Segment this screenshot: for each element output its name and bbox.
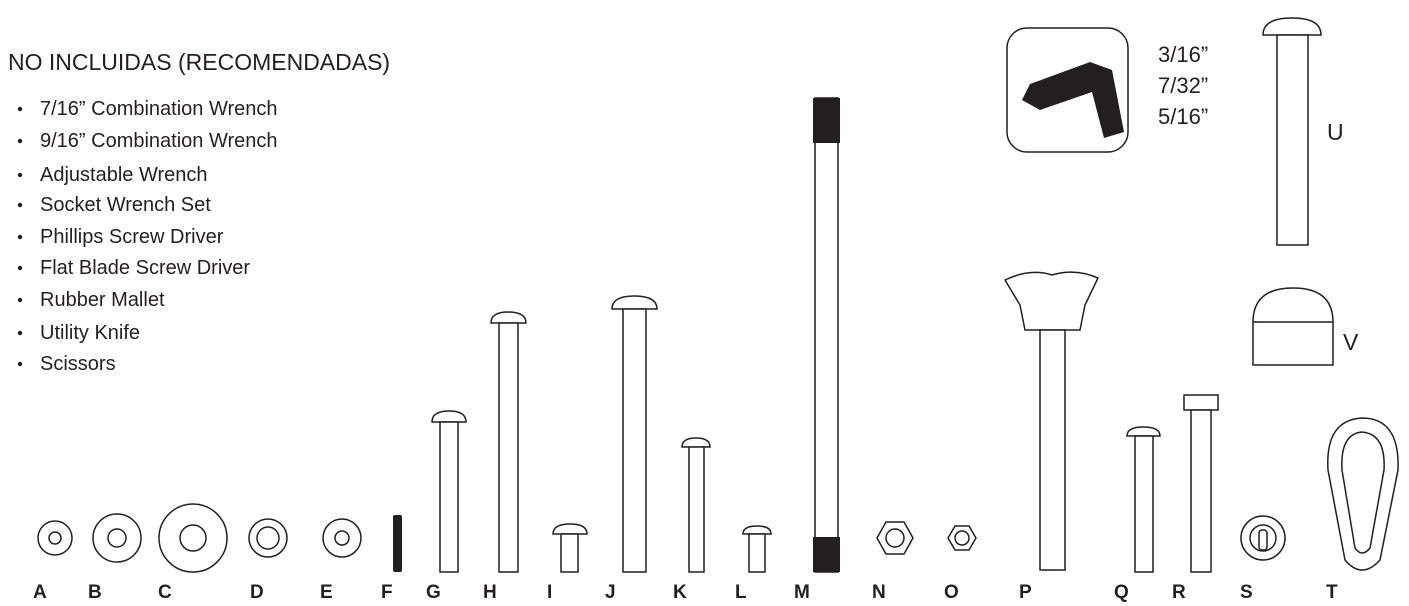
- part-label: O: [944, 582, 959, 603]
- part-label: L: [735, 582, 747, 603]
- tool-item: 7/16” Combination Wrench: [40, 98, 278, 120]
- part-label: M: [794, 582, 810, 603]
- part-label: R: [1172, 582, 1186, 603]
- tool-item: Utility Knife: [40, 322, 140, 344]
- bullet: [17, 265, 23, 271]
- part-label: A: [33, 582, 47, 603]
- hex-key-size: 3/16”: [1158, 42, 1208, 67]
- bolt-shank: [622, 308, 647, 573]
- hex-key-size: 7/32”: [1158, 73, 1208, 98]
- part-label: G: [426, 582, 441, 603]
- part-label: J: [605, 582, 616, 603]
- hex-key-icon: [1006, 27, 1129, 153]
- thread: [813, 537, 840, 572]
- part-label: T: [1326, 582, 1338, 603]
- washer-hole: [256, 526, 280, 550]
- screw: [393, 515, 402, 572]
- bolt-head: [1126, 426, 1161, 437]
- cap: [1003, 271, 1100, 331]
- tool-item: Phillips Screw Driver: [40, 226, 224, 248]
- bolt-head: [490, 311, 527, 324]
- part-label: D: [250, 582, 264, 603]
- tool-item: Socket Wrench Set: [40, 194, 211, 216]
- part-label: N: [872, 582, 886, 603]
- tool-item: Flat Blade Screw Driver: [40, 257, 250, 279]
- nut-hole: [954, 530, 970, 546]
- bolt-shank: [1276, 34, 1309, 246]
- bolt-shank: [1190, 409, 1212, 573]
- bolt-shank: [498, 322, 519, 573]
- bullet: [17, 106, 23, 112]
- bolt-head: [742, 525, 772, 535]
- part-label: F: [381, 582, 393, 603]
- bolt-shank: [1134, 435, 1154, 573]
- bolt-shank: [688, 446, 705, 573]
- lock-key: [1258, 529, 1268, 551]
- bullet: [17, 202, 23, 208]
- bolt-shank: [748, 533, 766, 573]
- bullet: [17, 330, 23, 336]
- part-label: U: [1327, 119, 1344, 145]
- bullet: [17, 138, 23, 144]
- hex-key-size: 5/16”: [1158, 104, 1208, 129]
- part-label: K: [673, 582, 687, 603]
- washer-hole: [107, 528, 127, 548]
- part-label: C: [158, 582, 172, 603]
- part-label: V: [1343, 329, 1359, 355]
- bolt-head: [611, 295, 658, 310]
- washer-hole: [334, 530, 350, 546]
- hex-key-sizes: 3/16” 7/32” 5/16”: [1158, 42, 1208, 129]
- nut-hole: [885, 528, 905, 548]
- cap-nut: [1252, 287, 1334, 366]
- part-label: S: [1240, 582, 1253, 603]
- bullet: [17, 297, 23, 303]
- part-label: P: [1019, 582, 1032, 603]
- hex-head: [1183, 394, 1219, 411]
- washer-hole: [179, 524, 207, 552]
- bullet: [17, 361, 23, 367]
- shaft: [1039, 329, 1066, 571]
- bolt-head: [1262, 17, 1322, 36]
- part-label: I: [547, 582, 552, 603]
- part-label: B: [88, 582, 102, 603]
- bullet: [17, 234, 23, 240]
- bolt-shank: [439, 421, 459, 573]
- washer-hole: [48, 531, 62, 545]
- thread: [813, 98, 840, 143]
- bolt-head: [552, 523, 588, 535]
- tool-item: 9/16” Combination Wrench: [40, 130, 278, 152]
- part-labels: A B C D E F G H I J K L M N O P Q R S T U V: [33, 119, 1359, 603]
- parts-drawings: [37, 17, 1399, 573]
- tool-item: Adjustable Wrench: [40, 164, 208, 186]
- hex-key: [1022, 62, 1124, 138]
- bullet: [17, 172, 23, 178]
- tool-item: Scissors: [40, 353, 116, 375]
- threaded-rod: [814, 97, 839, 573]
- carabiner: [1327, 417, 1399, 571]
- tool-list: 7/16” Combination Wrench 9/16” Combinatio…: [17, 98, 278, 375]
- title: NO INCLUIDAS (RECOMENDADAS): [8, 49, 390, 75]
- part-label: H: [483, 582, 497, 603]
- bolt-head: [681, 437, 711, 448]
- bolt-shank: [560, 533, 579, 573]
- part-label: E: [320, 582, 333, 603]
- part-label: Q: [1114, 582, 1129, 603]
- bolt-head: [431, 410, 467, 423]
- tool-item: Rubber Mallet: [40, 289, 165, 311]
